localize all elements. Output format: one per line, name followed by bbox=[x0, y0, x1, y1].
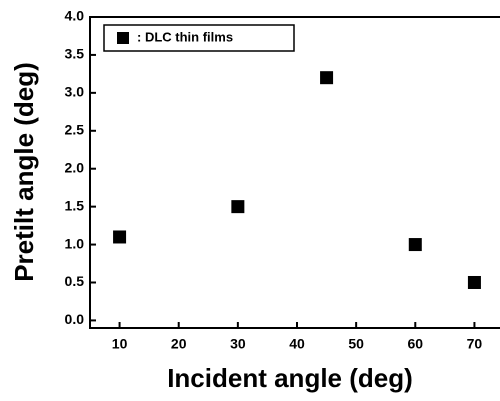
x-tick-label: 40 bbox=[289, 336, 305, 352]
plot-frame bbox=[89, 16, 500, 329]
x-tick-label: 20 bbox=[171, 336, 187, 352]
x-tick-label: 10 bbox=[112, 336, 128, 352]
y-tick-label: 4.0 bbox=[65, 8, 85, 24]
x-tick-label: 50 bbox=[348, 336, 364, 352]
y-tick-label: 0.0 bbox=[65, 311, 85, 327]
y-tick-label: 0.5 bbox=[65, 273, 85, 289]
data-point bbox=[467, 275, 481, 289]
data-point bbox=[231, 200, 245, 214]
y-tick-label: 3.0 bbox=[65, 84, 85, 100]
x-tick-label: 60 bbox=[407, 336, 423, 352]
y-tick-label: 3.5 bbox=[65, 46, 85, 62]
x-axis-title: Incident angle (deg) bbox=[167, 363, 413, 393]
y-tick-label: 1.0 bbox=[65, 235, 85, 251]
x-tick-label: 30 bbox=[230, 336, 246, 352]
legend-marker bbox=[117, 32, 129, 44]
y-tick-label: 2.5 bbox=[65, 121, 85, 137]
legend-label: : DLC thin films bbox=[137, 29, 233, 44]
y-tick-label: 2.0 bbox=[65, 159, 85, 175]
y-tick-label: 1.5 bbox=[65, 197, 85, 213]
legend-box bbox=[103, 24, 295, 52]
data-point bbox=[320, 71, 334, 85]
data-point bbox=[408, 238, 422, 252]
y-axis-title: Pretilt angle (deg) bbox=[9, 62, 39, 282]
data-point bbox=[113, 230, 127, 244]
x-tick-label: 70 bbox=[467, 336, 483, 352]
